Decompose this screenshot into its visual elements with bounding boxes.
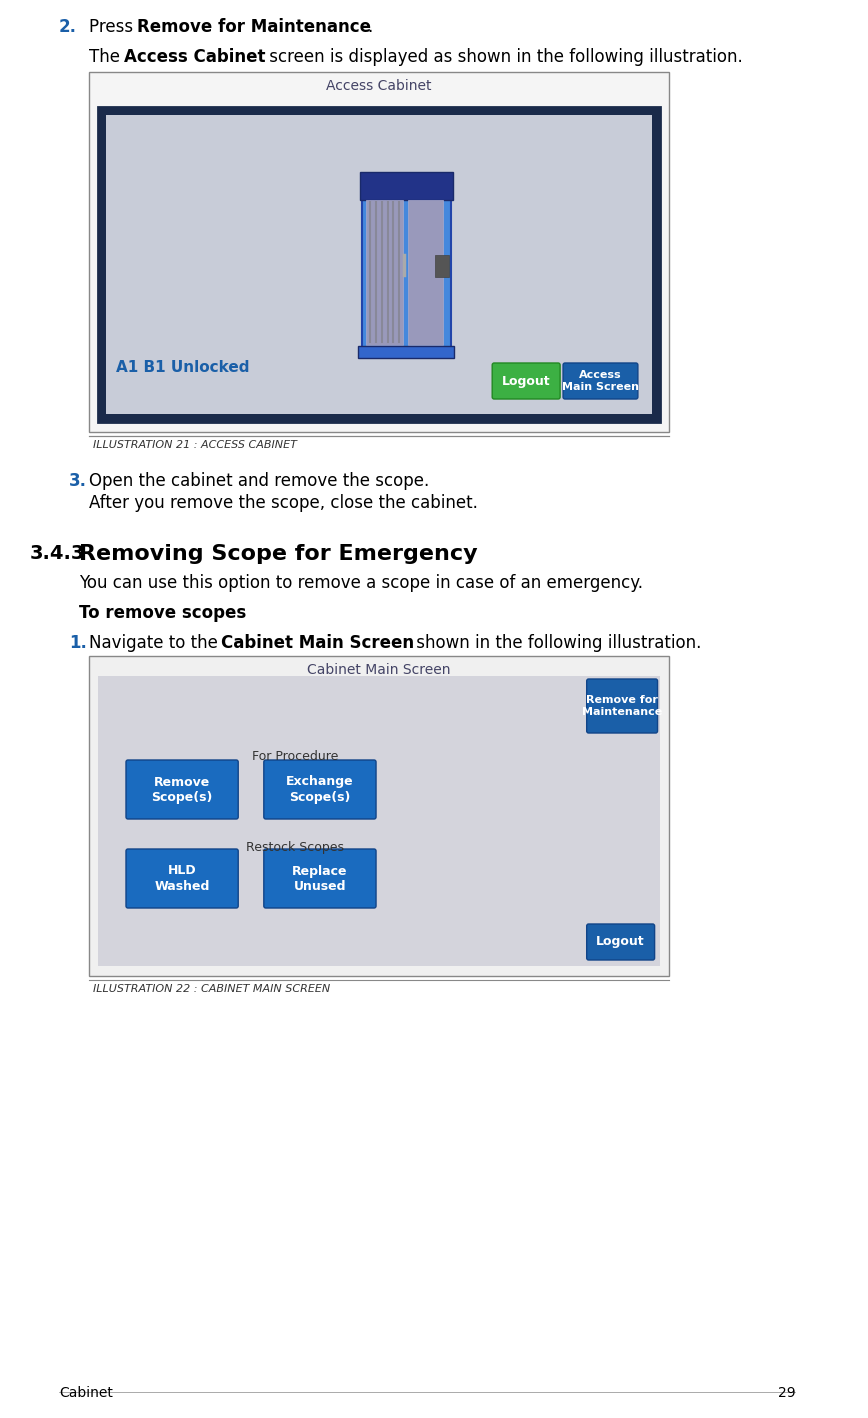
FancyBboxPatch shape xyxy=(89,657,669,976)
Text: After you remove the scope, close the cabinet.: After you remove the scope, close the ca… xyxy=(89,493,477,512)
FancyBboxPatch shape xyxy=(126,760,238,820)
Text: screen is displayed as shown in the following illustration.: screen is displayed as shown in the foll… xyxy=(264,48,742,67)
Text: Removing Scope for Emergency: Removing Scope for Emergency xyxy=(79,545,477,564)
Text: Open the cabinet and remove the scope.: Open the cabinet and remove the scope. xyxy=(89,472,429,491)
FancyBboxPatch shape xyxy=(264,849,376,908)
Text: 29: 29 xyxy=(778,1385,795,1400)
Text: 3.: 3. xyxy=(69,472,87,491)
Text: Exchange
Scope(s): Exchange Scope(s) xyxy=(286,776,354,804)
Text: For Procedure: For Procedure xyxy=(252,750,338,763)
Text: shown in the following illustration.: shown in the following illustration. xyxy=(411,634,701,652)
Text: Replace
Unused: Replace Unused xyxy=(293,865,348,892)
Text: Remove
Scope(s): Remove Scope(s) xyxy=(151,776,213,804)
Text: You can use this option to remove a scope in case of an emergency.: You can use this option to remove a scop… xyxy=(79,574,642,591)
Text: Cabinet Main Screen: Cabinet Main Screen xyxy=(220,634,414,652)
Text: Logout: Logout xyxy=(595,936,644,949)
Text: .: . xyxy=(367,18,372,35)
Text: Remove for Maintenance: Remove for Maintenance xyxy=(137,18,372,35)
Text: To remove scopes: To remove scopes xyxy=(79,604,246,623)
FancyBboxPatch shape xyxy=(366,200,404,345)
Text: Remove for
Maintenance: Remove for Maintenance xyxy=(582,695,662,718)
Text: Access Cabinet: Access Cabinet xyxy=(326,79,431,94)
Text: Access
Main Screen: Access Main Screen xyxy=(562,370,639,391)
Text: ILLUSTRATION 21 : ACCESS CABINET: ILLUSTRATION 21 : ACCESS CABINET xyxy=(93,440,296,450)
Text: 2.: 2. xyxy=(59,18,77,35)
FancyBboxPatch shape xyxy=(587,925,654,960)
FancyBboxPatch shape xyxy=(106,115,652,414)
FancyBboxPatch shape xyxy=(264,760,376,820)
FancyBboxPatch shape xyxy=(435,254,449,277)
Text: Cabinet Main Screen: Cabinet Main Screen xyxy=(307,664,450,676)
Text: HLD
Washed: HLD Washed xyxy=(155,865,210,892)
Text: Navigate to the: Navigate to the xyxy=(89,634,223,652)
Text: Press: Press xyxy=(89,18,138,35)
Text: Restock Scopes: Restock Scopes xyxy=(246,841,344,854)
FancyBboxPatch shape xyxy=(89,72,669,432)
Text: 3.4.3: 3.4.3 xyxy=(30,545,85,563)
Text: ILLUSTRATION 22 : CABINET MAIN SCREEN: ILLUSTRATION 22 : CABINET MAIN SCREEN xyxy=(93,984,330,994)
Text: The: The xyxy=(89,48,125,67)
FancyBboxPatch shape xyxy=(98,106,660,423)
Text: Logout: Logout xyxy=(503,374,551,387)
FancyBboxPatch shape xyxy=(358,346,455,357)
FancyBboxPatch shape xyxy=(98,676,660,966)
FancyBboxPatch shape xyxy=(587,679,658,733)
FancyBboxPatch shape xyxy=(563,363,638,398)
Text: Cabinet: Cabinet xyxy=(59,1385,113,1400)
Text: 1.: 1. xyxy=(69,634,87,652)
FancyBboxPatch shape xyxy=(408,200,443,345)
FancyBboxPatch shape xyxy=(362,180,450,349)
Text: Access Cabinet: Access Cabinet xyxy=(124,48,266,67)
FancyBboxPatch shape xyxy=(126,849,238,908)
Text: A1 B1 Unlocked: A1 B1 Unlocked xyxy=(116,360,250,374)
FancyBboxPatch shape xyxy=(360,172,452,200)
FancyBboxPatch shape xyxy=(492,363,560,398)
